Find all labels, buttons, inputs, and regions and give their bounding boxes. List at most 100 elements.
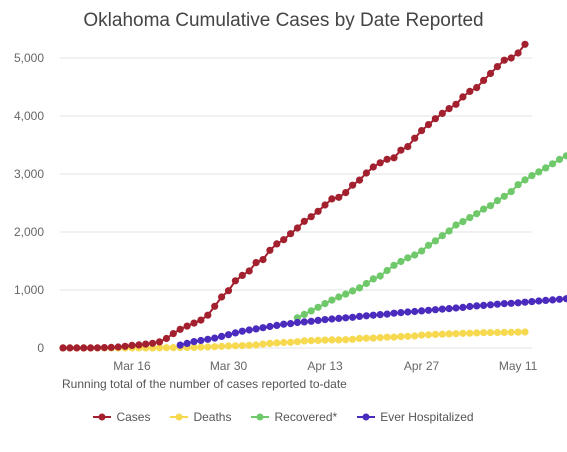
y-tick-label: 4,000 [14,109,44,123]
data-point [335,293,343,301]
data-point [335,193,343,201]
data-point [190,319,198,327]
data-point [314,303,322,311]
data-point [245,267,253,275]
data-point [169,344,177,352]
data-point [355,284,364,292]
chart-caption: Running total of the number of cases rep… [62,377,347,391]
data-point [121,342,129,350]
data-point [349,313,357,321]
series-everhospitalized [176,295,567,349]
legend-label: Ever Hospitalized [380,410,474,424]
data-point [459,93,467,101]
data-point [162,334,170,343]
legend-item[interactable]: Recovered* [251,410,337,424]
data-point [397,257,405,266]
data-point [362,279,370,288]
y-axis-labels: 0 1,000 2,000 3,000 4,000 5,000 [14,51,44,355]
legend-item[interactable]: Cases [93,410,150,424]
data-point [349,335,357,343]
data-point [411,332,419,340]
data-point [411,134,419,142]
data-point [390,261,398,269]
series-layer [59,40,567,352]
data-point [376,272,384,280]
data-point [473,302,481,310]
data-point [307,213,315,221]
data-point [197,316,205,324]
data-point [328,315,336,323]
data-point [397,309,405,317]
legend-label: Recovered* [274,410,338,424]
data-point [514,49,522,57]
legend-label: Cases [116,410,151,424]
data-point [328,296,336,304]
data-point [486,202,495,210]
data-point [287,338,295,346]
data-point [349,287,357,295]
x-tick-label: Mar 16 [113,359,151,373]
data-point [66,344,74,352]
data-point [555,295,564,303]
data-point [438,109,446,117]
data-point [300,310,308,318]
data-point [466,87,474,95]
data-point [211,302,219,310]
legend-item[interactable]: Deaths [170,410,231,424]
data-point [445,227,453,235]
x-tick-label: Apr 13 [307,359,343,373]
data-point [390,154,398,162]
data-point [404,254,412,262]
data-point [418,247,426,255]
data-point [252,259,260,267]
data-point [293,224,301,232]
data-point [376,311,384,319]
data-point [507,54,515,62]
data-point [493,328,501,337]
data-point [397,333,405,341]
data-point [135,341,143,349]
data-point [245,326,253,334]
data-point [273,321,281,329]
data-point [300,217,308,225]
data-point [362,312,370,320]
data-point [466,214,474,222]
data-point [342,336,350,344]
data-point [211,343,219,351]
legend-swatch [357,413,376,421]
data-point [404,143,412,151]
data-point [431,237,439,245]
data-point [445,305,453,313]
data-point [418,127,426,135]
legend-swatch [251,413,270,421]
data-point [238,327,246,335]
data-point [438,305,446,313]
data-point [473,84,481,92]
data-point [73,344,81,352]
data-point [411,251,419,259]
data-point [218,342,226,350]
data-point [273,339,281,347]
data-point [169,330,177,338]
data-point [459,329,467,337]
data-point [218,332,226,340]
data-point [480,76,488,84]
data-point [424,306,433,314]
data-point [562,152,567,160]
data-point [473,329,481,337]
data-point [252,325,260,333]
data-point [383,333,391,341]
data-point [555,155,564,163]
data-point [369,311,377,319]
data-point [266,246,274,254]
legend-label: Deaths [193,410,232,424]
data-point [259,256,267,264]
y-tick-label: 2,000 [14,225,44,239]
data-point [252,341,260,349]
data-point [128,341,136,349]
data-point [383,310,391,318]
data-point [480,205,488,213]
chart-title: Oklahoma Cumulative Cases by Date Report… [83,10,484,31]
legend-item[interactable]: Ever Hospitalized [357,410,474,424]
data-point [411,307,419,316]
